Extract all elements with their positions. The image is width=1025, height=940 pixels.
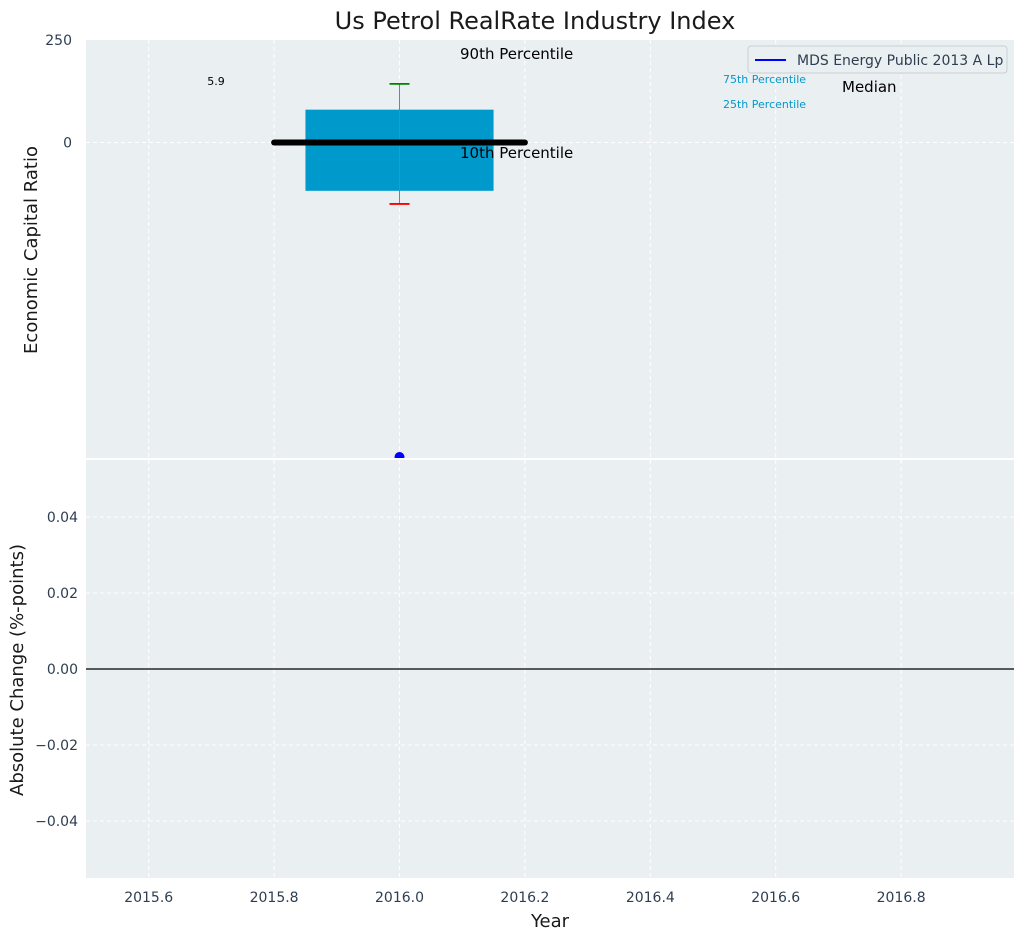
top-panel-grid (86, 40, 1014, 458)
top-panel: 250 0 Economic Capital Ratio 5.9 90th Per… (21, 33, 1014, 462)
x-tick-label: 2016.4 (626, 890, 675, 906)
x-tick-label: 2015.8 (250, 890, 299, 906)
bottom-y-tick-label: 0.02 (47, 586, 78, 602)
bottom-y-tick-label: 0.04 (47, 510, 78, 526)
bottom-panel-grid (86, 460, 1014, 878)
top-y-tick-label: 0 (63, 135, 72, 151)
x-tick-label: 2016.0 (375, 890, 424, 906)
bottom-panel: 0.04 0.02 0.00 −0.02 −0.04 2015.6 2015.8 2016.… (7, 460, 1014, 932)
box-plot (271, 82, 528, 462)
legend: MDS Energy Public 2013 A Lp (747, 45, 1008, 74)
p25-annotation: 25th Percentile (723, 98, 806, 111)
x-tick-label: 2016.2 (500, 890, 549, 906)
legend-entry: MDS Energy Public 2013 A Lp (797, 53, 1003, 69)
p75-annotation: 75th Percentile (723, 73, 806, 86)
bottom-y-axis-label: Absolute Change (%-points) (7, 544, 28, 796)
x-tick-label: 2016.6 (751, 890, 800, 906)
bottom-y-tick-label: −0.04 (35, 814, 78, 830)
x-ticks: 2015.6 2015.8 2016.0 2016.2 2016.4 2016.6 2016… (124, 890, 925, 906)
bottom-y-tick-label: 0.00 (47, 662, 78, 678)
top-y-tick-label: 250 (45, 33, 72, 49)
top-y-ticks: 250 0 (45, 33, 72, 151)
x-tick-label: 2016.8 (877, 890, 926, 906)
p90-annotation: 90th Percentile (460, 45, 573, 63)
bottom-y-ticks: 0.04 0.02 0.00 −0.02 −0.04 (35, 510, 78, 830)
chart-title: Us Petrol RealRate Industry Index (335, 7, 736, 35)
legend-box (747, 45, 1008, 74)
p10-annotation: 10th Percentile (460, 144, 573, 162)
median-annotation: Median (842, 78, 897, 96)
x-tick-label: 2015.6 (124, 890, 173, 906)
value-label: 5.9 (207, 75, 225, 88)
top-panel-background (86, 40, 1014, 458)
x-axis-label: Year (530, 911, 570, 932)
bottom-y-tick-label: −0.02 (35, 738, 78, 754)
top-y-axis-label: Economic Capital Ratio (21, 146, 42, 354)
